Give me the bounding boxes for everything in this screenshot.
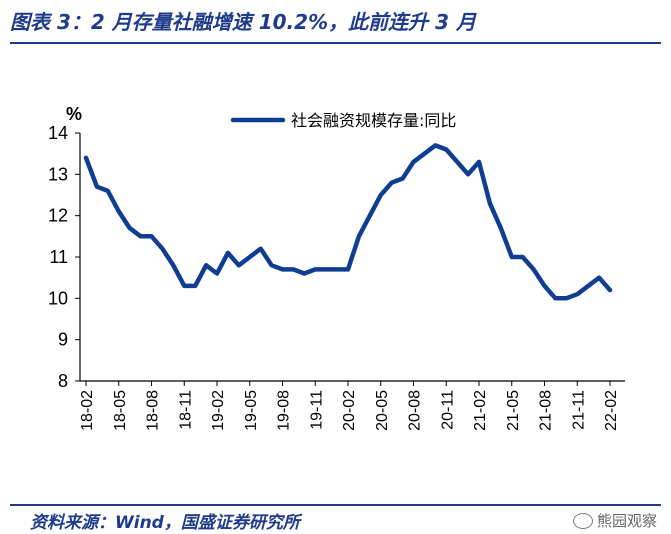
y-ticks: 8 9 10 11 12 13 14 [48,123,80,391]
series-line [83,143,613,301]
y-tick-label: 8 [58,371,68,391]
wechat-icon [572,512,593,529]
x-tick-label: 18-08 [145,390,162,431]
x-tick-label: 19-08 [276,390,293,431]
footer-rule [10,504,661,506]
y-tick-label: 12 [48,206,68,226]
watermark-text: 熊园观察 [596,512,657,530]
legend: 社会融资规模存量:同比 [230,111,456,130]
figure-title: 图表 3：2 月存量社融增速 10.2%，此前连升 3 月 [10,10,476,34]
x-tick-label: 20-11 [439,390,456,430]
x-ticks: 18-02 18-05 18-08 18-11 19-02 19-05 19-08 19-11… [79,381,620,431]
y-tick-label: 13 [48,164,68,184]
x-tick-label: 22-02 [603,390,620,431]
chart-area: % 8 9 10 11 12 13 14 18-02 18-05 18-08 18-11 19-02… [48,104,625,431]
x-tick-label: 21-11 [570,390,587,430]
title-rule [10,42,661,44]
x-tick-label: 19-05 [243,390,260,431]
y-unit-label: % [66,104,82,124]
watermark: 熊园观察 [572,510,657,531]
x-tick-label: 19-11 [308,390,325,430]
x-tick-label: 18-02 [79,390,96,431]
y-tick-label: 9 [58,330,68,350]
source-note: 资料来源：Wind，国盛证券研究所 [30,513,300,533]
x-tick-label: 18-05 [112,390,129,431]
x-tick-label: 21-08 [538,390,555,431]
y-tick-label: 14 [48,123,68,143]
x-tick-label: 21-05 [505,390,522,431]
legend-label: 社会融资规模存量:同比 [291,111,456,130]
x-tick-label: 20-08 [407,390,424,431]
x-tick-label: 19-02 [210,390,227,431]
y-tick-label: 10 [48,288,68,308]
y-tick-label: 11 [49,247,68,267]
x-tick-label: 18-11 [177,390,194,430]
x-tick-label: 20-05 [374,390,391,431]
x-tick-label: 20-02 [341,390,358,431]
x-tick-label: 21-02 [472,390,489,431]
